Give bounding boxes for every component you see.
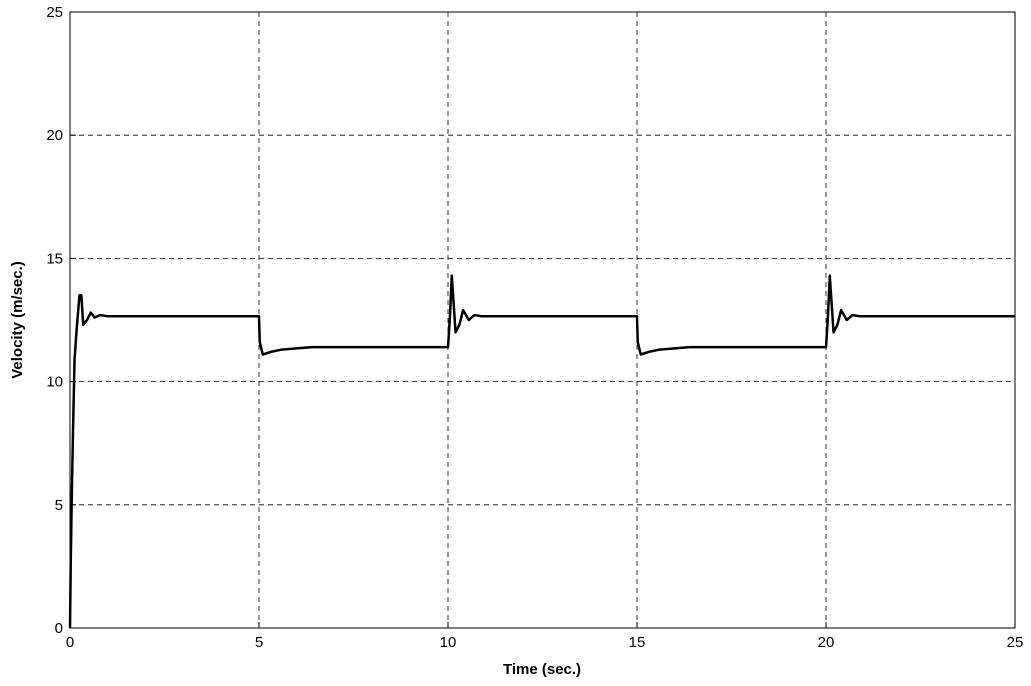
x-tick-label: 0 (66, 634, 74, 651)
y-tick-label: 5 (55, 497, 63, 514)
y-tick-label: 10 (46, 374, 63, 391)
y-tick-label: 25 (46, 4, 63, 21)
y-tick-label: 0 (55, 620, 63, 637)
x-tick-label: 15 (629, 634, 646, 651)
x-tick-label: 5 (255, 634, 263, 651)
plot-frame (69, 11, 1016, 629)
y-tick-label: 20 (46, 127, 63, 144)
x-tick-label: 10 (440, 634, 457, 651)
y-axis-title: Velocity (m/sec.) (9, 261, 26, 379)
y-tick-label: 15 (46, 250, 63, 267)
x-axis-title: Time (sec.) (503, 661, 581, 678)
x-tick-label: 20 (818, 634, 835, 651)
data-line (68, 274, 1015, 629)
x-tick-label: 25 (1007, 634, 1024, 651)
